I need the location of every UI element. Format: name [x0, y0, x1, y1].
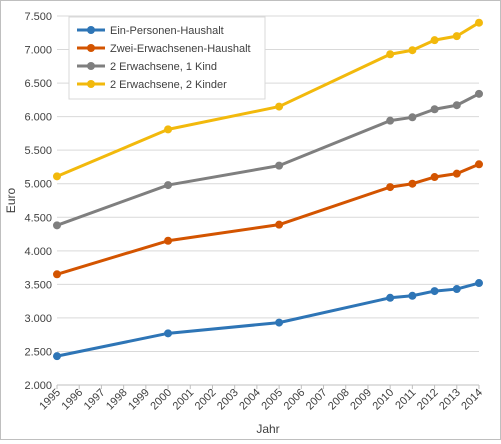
data-point: [408, 113, 417, 122]
series-line: [55, 162, 481, 276]
data-point: [475, 18, 483, 27]
y-axis-title: Euro: [4, 188, 18, 214]
x-tick-label: 2000: [148, 387, 174, 413]
x-axis-title: Jahr: [256, 422, 279, 436]
data-point: [475, 279, 483, 288]
x-tick-label: 2013: [437, 387, 463, 413]
data-point: [53, 352, 61, 361]
data-point: [386, 293, 395, 302]
series-group: [53, 18, 483, 361]
legend-label: Ein-Personen-Haushalt: [110, 25, 224, 37]
data-point: [452, 169, 461, 178]
y-tick-label: 2.500: [24, 346, 52, 358]
x-tick-label: 2005: [259, 387, 285, 413]
x-tick-label: 2001: [171, 387, 197, 413]
legend-swatch-marker: [87, 26, 95, 34]
legend: Ein-Personen-Haushalt Zwei-Erwachsenen-Ha…: [68, 16, 266, 100]
data-point: [452, 32, 461, 41]
data-point: [53, 221, 61, 230]
x-tick-label: 1997: [82, 387, 108, 413]
data-point: [408, 291, 417, 300]
legend-swatch-marker: [87, 80, 95, 88]
data-point: [386, 116, 395, 125]
x-tick-label: 2004: [237, 387, 263, 413]
x-tick-label: 2012: [415, 387, 441, 413]
legend-label: 2 Erwachsene, 2 Kinder: [110, 79, 227, 91]
y-tick-label: 5.500: [24, 145, 52, 157]
data-point: [53, 172, 61, 181]
y-tick-label: 6.000: [24, 112, 52, 124]
series-line: [55, 92, 481, 227]
x-tick-label: 1996: [60, 387, 86, 413]
data-point: [275, 161, 284, 170]
data-point: [408, 179, 417, 188]
x-tick-label: 2009: [348, 387, 374, 413]
data-point: [53, 270, 61, 279]
legend-swatch-marker: [87, 44, 95, 52]
x-axis-ticks: 1995199619971998199920002001200220032004…: [37, 385, 485, 412]
x-tick-label: 1998: [104, 387, 130, 413]
legend-swatch-marker: [87, 62, 95, 70]
data-point: [275, 318, 284, 327]
x-tick-label: 2014: [459, 387, 485, 413]
data-point: [430, 173, 439, 182]
x-tick-label: 2008: [326, 387, 352, 413]
legend-label: 2 Erwachsene, 1 Kind: [110, 61, 217, 73]
data-point: [164, 329, 173, 338]
data-point: [164, 236, 173, 245]
x-tick-label: 2002: [193, 387, 219, 413]
y-tick-label: 5.000: [24, 179, 52, 191]
legend-label: Zwei-Erwachsenen-Haushalt: [110, 43, 251, 55]
data-point: [408, 46, 417, 55]
data-point: [275, 102, 284, 111]
x-tick-label: 2011: [393, 387, 418, 412]
data-point: [430, 105, 439, 114]
data-point: [430, 287, 439, 296]
data-point: [475, 89, 483, 98]
y-tick-label: 4.000: [24, 246, 52, 258]
y-tick-label: 4.500: [24, 212, 52, 224]
data-point: [475, 160, 483, 169]
y-tick-label: 3.000: [24, 313, 52, 325]
y-tick-label: 3.500: [24, 279, 52, 291]
data-point: [386, 183, 395, 192]
y-axis-ticks: 2.000 2.500 3.000 3.500 4.000 4.500 5.000 5.500…: [24, 11, 52, 392]
x-tick-label: 1999: [126, 387, 152, 413]
y-tick-label: 6.500: [24, 78, 52, 90]
x-tick-label: 2003: [215, 387, 241, 413]
y-tick-label: 7.000: [24, 45, 52, 57]
y-tick-label: 7.500: [24, 11, 52, 23]
x-tick-label: 2007: [304, 387, 330, 413]
data-point: [164, 125, 173, 134]
x-tick-label: 2006: [282, 387, 308, 413]
data-point: [452, 285, 461, 294]
data-point: [386, 50, 395, 59]
y-tick-label: 2.000: [24, 380, 52, 392]
data-point: [430, 36, 439, 45]
data-point: [164, 181, 173, 190]
data-point: [452, 101, 461, 110]
x-tick-label: 2010: [370, 387, 396, 413]
data-point: [275, 220, 284, 229]
